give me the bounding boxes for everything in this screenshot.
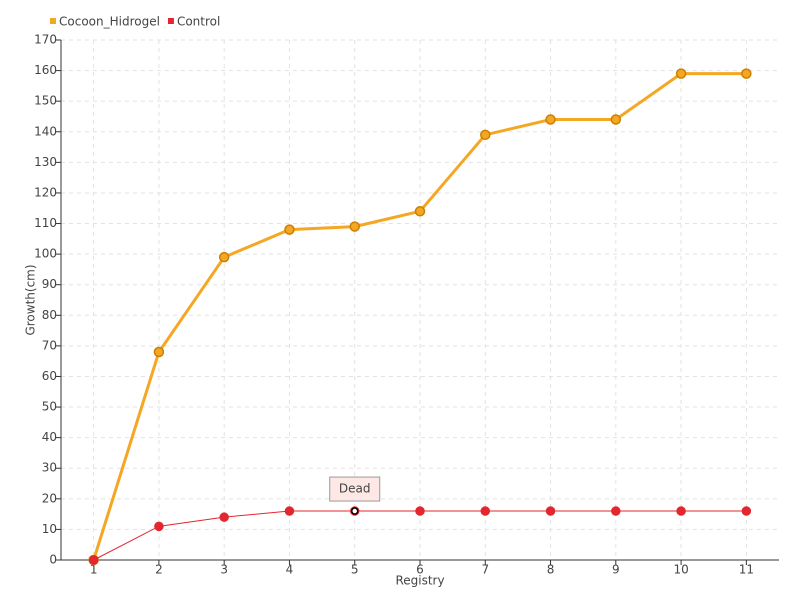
y-tick-label: 10 [42,522,57,536]
x-tick-label: 8 [547,563,555,577]
x-tick-label: 3 [220,563,228,577]
data-point [154,521,164,532]
x-tick-label: 5 [351,563,359,577]
y-tick-label: 160 [34,63,57,77]
annotation-box [329,476,381,502]
y-tick-label: 50 [42,400,57,414]
data-point [545,114,556,125]
data-point [415,506,425,516]
data-point [545,506,556,516]
x-tick-label: 6 [416,563,424,577]
legend-label: Cocoon_Hidrogel [59,15,160,29]
x-tick-label: 4 [286,563,294,577]
y-tick-label: 120 [34,185,57,199]
data-point [88,555,99,565]
x-tick-label: 11 [739,563,754,577]
data-point [218,251,230,263]
legend-swatch [50,18,56,24]
data-point [480,129,491,141]
data-point [611,506,621,516]
y-tick-label: 100 [34,247,57,261]
data-point [219,512,229,522]
y-tick-label: 90 [42,277,57,291]
x-tick-label: 7 [481,563,489,577]
x-axis-label: Registry [395,574,444,588]
x-tick-label: 10 [673,563,688,577]
legend-item: Control [167,15,220,29]
data-point [349,221,360,232]
data-point [741,68,752,79]
y-tick-label: 70 [42,338,57,352]
data-point [676,506,686,516]
data-point [284,506,295,516]
y-tick-label: 150 [34,94,57,108]
x-tick-label: 9 [612,563,620,577]
data-point [610,114,622,125]
legend-item: Cocoon_Hidrogel [50,15,160,29]
y-tick-label: 40 [42,430,57,444]
y-tick-label: 130 [34,155,57,169]
y-tick-label: 0 [49,553,57,567]
data-point [284,224,295,235]
data-point [153,346,165,358]
y-tick-label: 170 [34,33,57,47]
y-tick-label: 30 [42,461,57,475]
data-point [741,506,752,516]
annotation-text: Dead [339,482,371,496]
y-tick-label: 80 [42,308,57,322]
data-point [480,506,491,516]
x-tick-label: 2 [155,563,163,577]
data-point [414,206,426,217]
y-tick-label: 110 [34,216,57,230]
x-tick-label: 1 [90,563,98,577]
y-tick-label: 60 [42,369,57,383]
y-tick-label: 20 [42,491,57,505]
legend-swatch [167,18,174,24]
legend-label: Control [177,15,220,29]
annotation-marker [350,507,359,515]
y-tick-label: 140 [34,124,57,138]
y-axis-label: Growth(cm) [24,264,38,335]
data-point [675,68,687,79]
